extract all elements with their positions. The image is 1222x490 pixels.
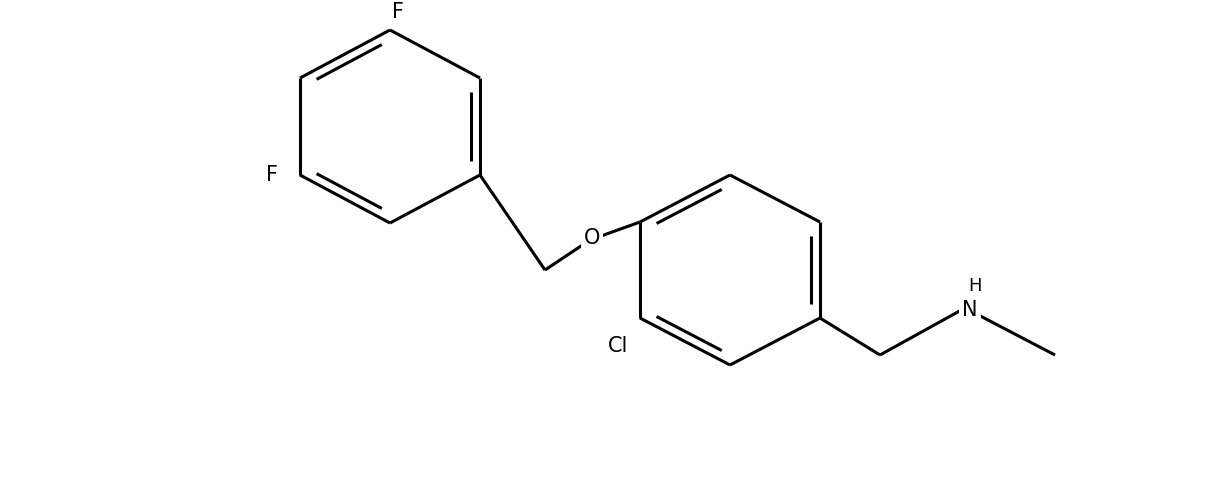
Text: H: H [968, 277, 981, 295]
Text: Cl: Cl [607, 336, 628, 356]
Text: N: N [962, 300, 978, 320]
Text: F: F [392, 2, 404, 22]
Text: O: O [584, 228, 600, 248]
Text: F: F [266, 165, 277, 185]
